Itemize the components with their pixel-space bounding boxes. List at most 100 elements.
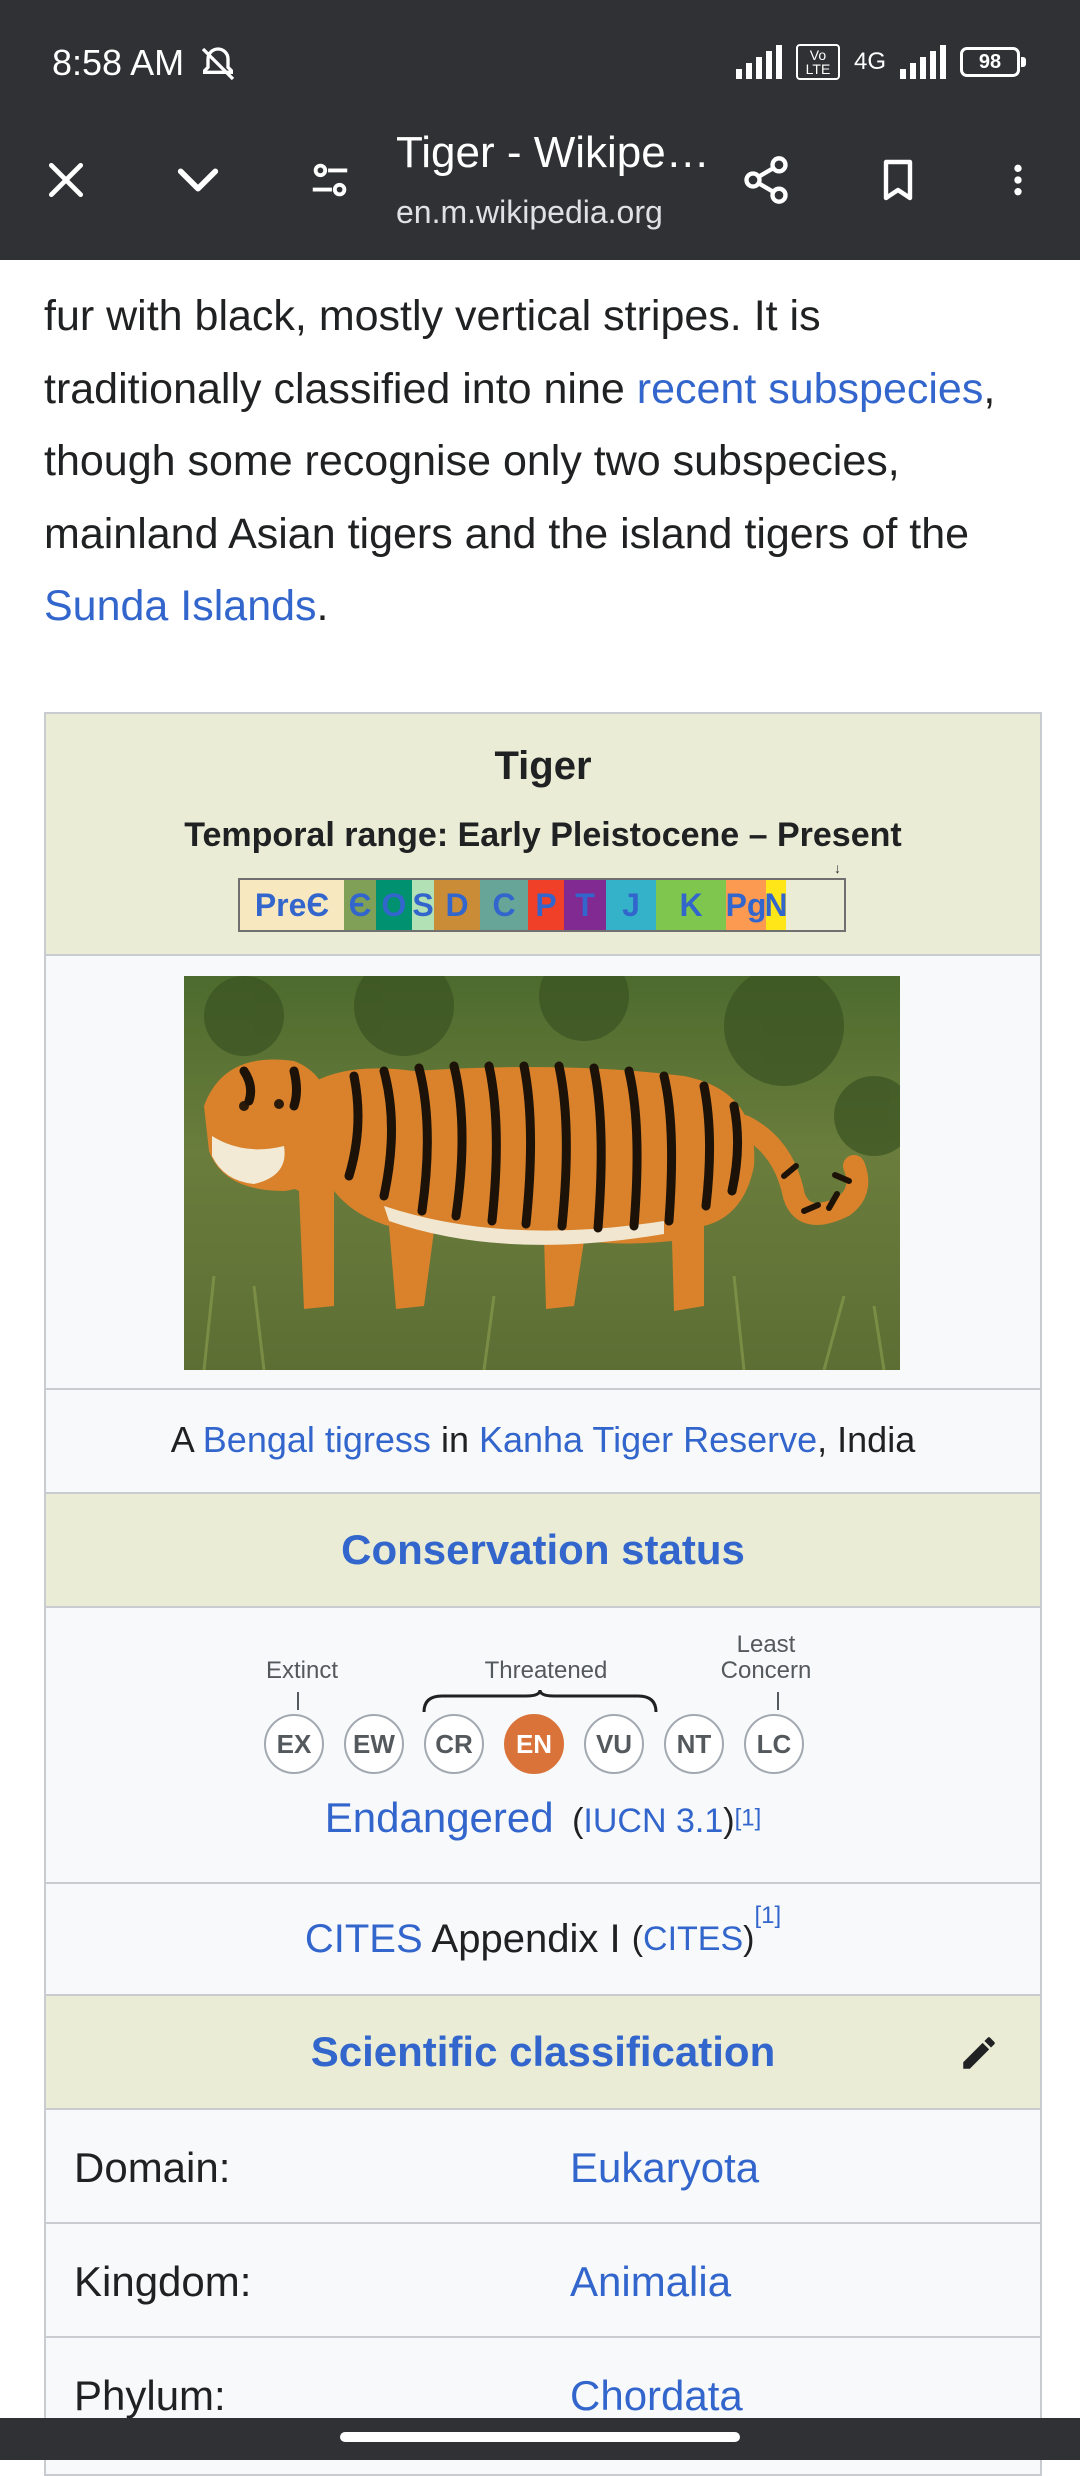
status-circle-vu[interactable]: VU	[584, 1714, 644, 1774]
domain-link[interactable]: Eukaryota	[570, 2144, 760, 2191]
page-url[interactable]: en.m.wikipedia.org	[396, 194, 663, 230]
home-gesture-handle[interactable]	[340, 2432, 740, 2442]
scientific-classification-link[interactable]: Scientific classification	[310, 2028, 776, 2075]
endangered-link[interactable]: Endangered	[324, 1794, 554, 1841]
bookmark-icon	[883, 159, 913, 201]
text: traditionally classified into nine	[44, 364, 637, 413]
timescale-period[interactable]: Є	[344, 880, 376, 930]
recent-subspecies-link[interactable]: recent subspecies	[636, 364, 984, 413]
status-circle-cr[interactable]: CR	[424, 1714, 484, 1774]
iucn-link[interactable]: IUCN 3.1	[583, 1802, 724, 1840]
timescale-period[interactable]: S	[412, 880, 434, 930]
image-caption: A Bengal tigress in Kanha Tiger Reserve,…	[46, 1388, 1040, 1492]
taxobox-header: Tiger Temporal range: Early Pleistocene …	[46, 714, 1040, 954]
rank-label: Phylum:	[74, 2372, 226, 2419]
page-info-button[interactable]	[298, 148, 362, 212]
sunda-islands-link[interactable]: Sunda Islands	[44, 582, 317, 630]
conservation-header: Conservation status	[46, 1492, 1040, 1606]
text: (	[572, 1802, 584, 1840]
article-line: Sunda Islands.	[44, 570, 1040, 643]
volte-badge: Vo LTE	[795, 44, 840, 80]
rank-label: Kingdom:	[74, 2258, 252, 2305]
status-circle-lc[interactable]: LC	[744, 1714, 804, 1774]
network-type: 4G	[853, 48, 886, 75]
bengal-tigress-link[interactable]: Bengal tigress	[202, 1419, 431, 1460]
timescale-period[interactable]: D	[434, 880, 480, 930]
taxobox-image-section	[46, 954, 1040, 1388]
do-not-disturb-icon	[201, 47, 235, 81]
text: Least	[736, 1631, 796, 1658]
edit-pencil-icon[interactable]	[958, 2032, 1000, 2074]
taxobox: Tiger Temporal range: Early Pleistocene …	[44, 712, 1042, 2476]
range-marker-icon: ↓	[834, 860, 841, 876]
browser-top-bar: 8:58 AM Vo LTE 4G 98 Tiger - Wikipe… en.…	[0, 0, 1080, 260]
text: in	[430, 1419, 479, 1460]
battery-icon: 98	[960, 47, 1026, 77]
share-button[interactable]	[734, 148, 798, 212]
tune-icon	[312, 163, 348, 197]
status-circle-ew[interactable]: EW	[344, 1714, 404, 1774]
more-vert-icon	[1014, 164, 1022, 196]
timescale-period[interactable]: N	[766, 880, 786, 930]
reference-link[interactable]: [1]	[754, 1902, 782, 1929]
status-circle-nt[interactable]: NT	[664, 1714, 724, 1774]
timescale-period[interactable]: PreЄ	[240, 880, 344, 930]
classification-row: Kingdom: Animalia	[46, 2222, 1040, 2336]
text: ,	[983, 364, 996, 413]
tiger-photo[interactable]	[184, 976, 900, 1370]
text: Appendix I	[422, 1916, 632, 1961]
bookmark-button[interactable]	[866, 148, 930, 212]
conservation-scale-section: Extinct Threatened Least Concern EX EW CR E…	[46, 1606, 1040, 1882]
extinct-tick	[297, 1692, 299, 1710]
timescale-period[interactable]: C	[480, 880, 528, 930]
timescale-period[interactable]: T	[564, 880, 606, 930]
page-title[interactable]: Tiger - Wikipe…	[396, 128, 710, 177]
minimize-button[interactable]	[166, 148, 230, 212]
chevron-down-icon	[177, 168, 219, 192]
phylum-link[interactable]: Chordata	[570, 2372, 743, 2419]
kingdom-link[interactable]: Animalia	[570, 2258, 732, 2305]
least-concern-tick	[777, 1692, 779, 1710]
timescale-period[interactable]: P	[528, 880, 564, 930]
threatened-bracket	[422, 1690, 658, 1713]
signal-icon	[735, 45, 782, 79]
article-line: though some recognise only two subspecie…	[44, 437, 900, 485]
status-circle-ex[interactable]: EX	[264, 1714, 324, 1774]
label-threatened: Threatened	[484, 1657, 608, 1684]
label-least-concern: Least Concern	[706, 1632, 826, 1684]
kanha-tiger-reserve-link[interactable]: Kanha Tiger Reserve	[478, 1419, 818, 1460]
classification-header: Scientific classification	[46, 1994, 1040, 2108]
text: Concern	[720, 1657, 812, 1684]
cites-link[interactable]: CITES	[304, 1916, 423, 1961]
status-icons: Vo LTE 4G 98	[735, 44, 1026, 80]
status-circle-en[interactable]: EN	[504, 1714, 564, 1774]
cites-row: CITES Appendix I (CITES) [1]	[46, 1882, 1040, 1994]
geologic-timescale[interactable]: PreЄЄOSDCPTJKPgN	[238, 878, 846, 932]
status-line: Endangered (IUCN 3.1)[1]	[46, 1794, 1040, 1842]
close-tab-button[interactable]	[34, 148, 98, 212]
rank-label: Domain:	[74, 2144, 231, 2191]
text: )	[723, 1802, 735, 1840]
label-extinct: Extinct	[265, 1657, 339, 1684]
conservation-status-link[interactable]: Conservation status	[341, 1526, 745, 1573]
battery-level: 98	[978, 50, 1002, 73]
timescale-period[interactable]: J	[606, 880, 656, 930]
status-time: 8:58 AM	[52, 42, 185, 83]
share-icon	[744, 156, 788, 204]
more-options-button[interactable]	[986, 148, 1050, 212]
close-icon	[48, 162, 84, 198]
taxobox-title: Tiger	[494, 744, 592, 788]
text: )	[743, 1919, 755, 1958]
signal-icon-2	[900, 45, 946, 79]
reference-link[interactable]: [1]	[734, 1804, 762, 1832]
timescale-period[interactable]: K	[656, 880, 726, 930]
article-line: traditionally classified into nine recen…	[44, 353, 1040, 426]
temporal-range: Temporal range: Early Pleistocene – Pres…	[184, 816, 902, 854]
article-line: mainland Asian tigers and the island tig…	[44, 509, 970, 558]
article-line: fur with black, mostly vertical stripes.…	[44, 292, 821, 340]
timescale-period[interactable]: Pg	[726, 880, 766, 930]
cites-link-2[interactable]: CITES	[643, 1919, 744, 1958]
text: , India	[817, 1419, 916, 1460]
timescale-period[interactable]: O	[376, 880, 412, 930]
text: (	[631, 1919, 644, 1958]
